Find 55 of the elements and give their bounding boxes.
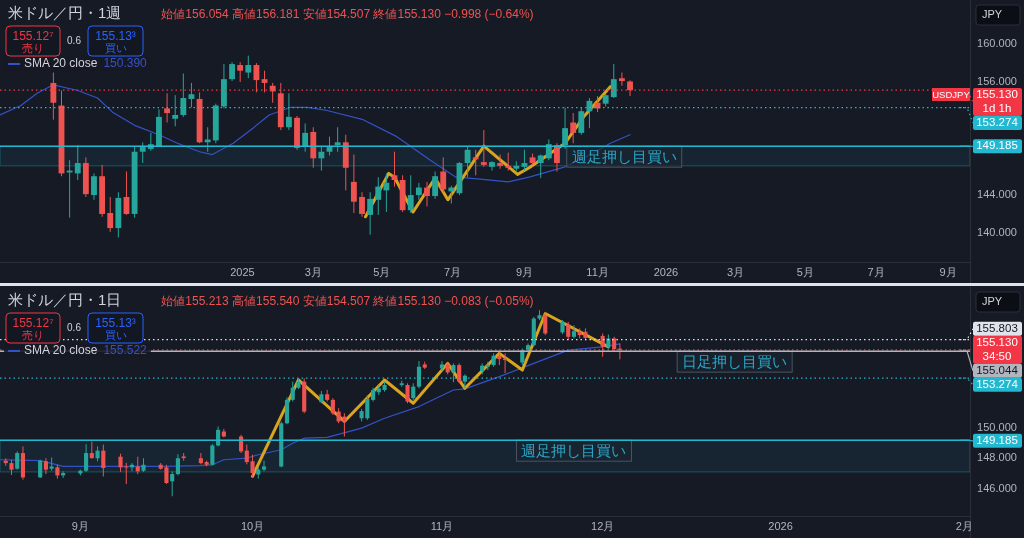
x-tick-label: 7月: [867, 266, 885, 278]
annotation: USDJPY: [932, 88, 971, 100]
y-tick-label: 148.000: [977, 451, 1017, 464]
ref-line-label: 153.274: [976, 377, 1019, 390]
ref-line-label: 155.044: [976, 363, 1019, 376]
legend: SMA 20 close 150.390: [4, 56, 151, 71]
x-tick-label: 2025: [230, 266, 255, 278]
x-tick-label: 10月: [240, 520, 265, 532]
annotation: 150.390: [103, 56, 148, 71]
x-tick-label: 3月: [304, 266, 322, 278]
annotation: 0.6: [67, 34, 82, 46]
annotation: 0.6: [67, 321, 82, 333]
text: JPY: [981, 294, 1003, 307]
ref-line-label: 149.185: [976, 433, 1018, 446]
annotation: 日足押し目買い: [682, 353, 788, 371]
x-tick-label: 9月: [515, 266, 534, 278]
annotation: 155.12⁷: [12, 29, 54, 44]
legend-label: 153.274: [976, 116, 1019, 129]
x-tick-label: 7月: [443, 266, 462, 278]
y-tick-label: 156.000: [977, 74, 1017, 87]
ref-line-label: 155.130 34:50: [976, 335, 1018, 362]
x-tick-label: 3月: [727, 266, 745, 278]
annotation: 155.522: [103, 343, 148, 358]
x-tick-label: 9月: [71, 520, 89, 532]
legend-label: SMA 20 close: [24, 343, 98, 358]
x-tick-label: 12月: [591, 520, 615, 532]
annotation: 売り: [22, 328, 44, 341]
annotation: 155.13³: [95, 29, 136, 44]
annotation: 買い: [104, 328, 127, 341]
y-tick-label: 160.000: [977, 37, 1017, 50]
x-tick-label: 2026: [653, 266, 679, 278]
y-tick-label: 144.000: [977, 187, 1017, 200]
y-tick-label: 150.000: [977, 420, 1017, 433]
x-tick-label: 2月: [955, 520, 973, 532]
x-tick-label: 5月: [373, 266, 391, 278]
annotation: 155.12⁷: [12, 316, 54, 331]
y-tick-label: 140.000: [977, 225, 1017, 238]
x-tick-label: 2026: [768, 520, 793, 532]
legend-label: 155.803: [976, 321, 1018, 334]
annotation: 155.13³: [95, 316, 136, 331]
chart-title: 米ドル／円・1週: [8, 4, 122, 21]
text: JPY: [981, 7, 1003, 20]
text: 始値156.054 高値156.181 安値154.507 終値155.130 −0.998 (−0.64%): [161, 7, 534, 21]
legend-label: 155.130 1d 1h: [976, 88, 1018, 115]
annotation: 売り: [22, 41, 44, 54]
ref-line-label: 149.185: [976, 139, 1018, 152]
y-tick-label: 146.000: [977, 481, 1017, 494]
annotation: 買い: [104, 41, 127, 54]
x-tick-label: 11月: [430, 520, 454, 532]
x-tick-label: 9月: [939, 266, 957, 278]
chart-title: 米ドル／円・1日: [8, 291, 122, 308]
text: 始値155.213 高値155.540 安値154.507 終値155.130 −0.083 (−0.05%): [161, 294, 534, 308]
x-tick-label: 11月: [586, 266, 609, 278]
x-tick-label: 5月: [796, 266, 814, 278]
legend-label: SMA 20 close: [24, 56, 98, 71]
